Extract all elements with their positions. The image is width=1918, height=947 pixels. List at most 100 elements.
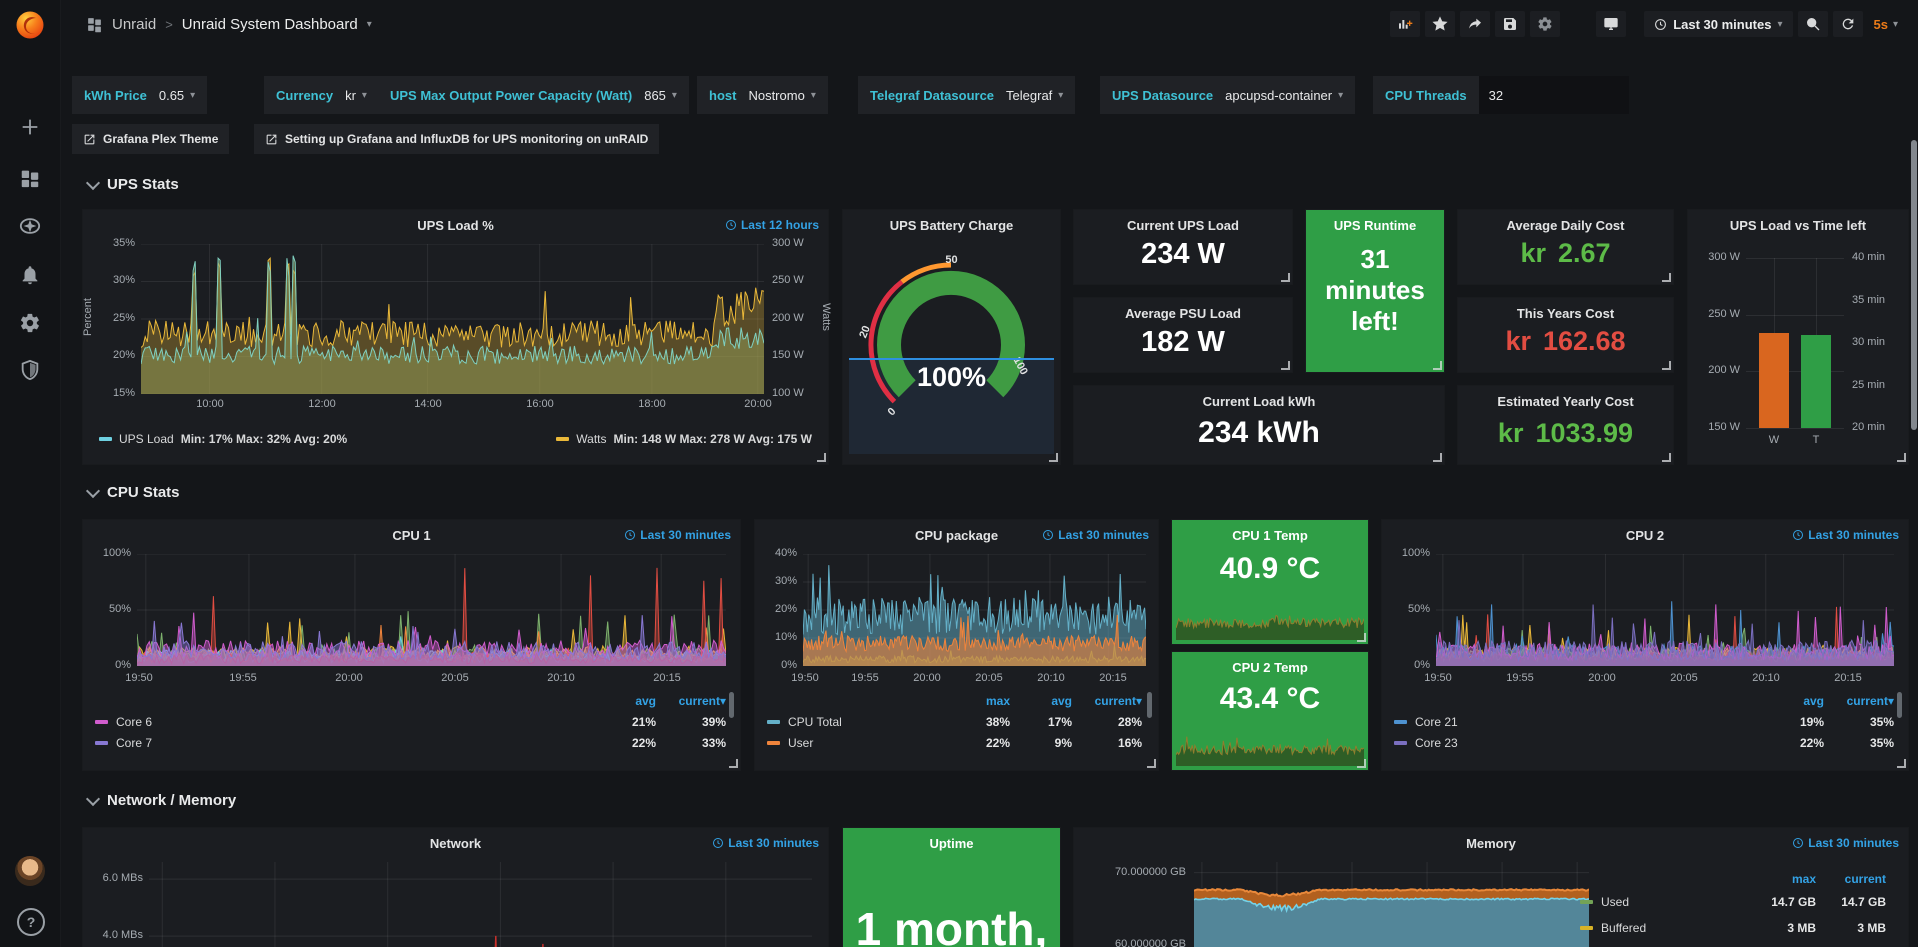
star-button[interactable] <box>1425 11 1456 37</box>
legend-ups-load[interactable]: UPS Load Min: 17% Max: 32% Avg: 20% <box>99 432 347 446</box>
legend-sort-avg[interactable]: avg <box>1051 693 1072 708</box>
panel-title[interactable]: Estimated Yearly Cost <box>1497 394 1634 409</box>
breadcrumb[interactable]: Unraid > Unraid System Dashboard ▾ <box>86 16 372 33</box>
legend-row[interactable]: Buffered 3 MB 3 MB <box>1580 915 1890 941</box>
breadcrumb-root[interactable]: Unraid <box>112 15 157 33</box>
section-network-memory[interactable]: Network / Memory <box>85 791 237 809</box>
variable-kwh-price[interactable]: kWh Price 0.65 ▾ <box>72 76 208 114</box>
legend-sort-current[interactable]: current▾ <box>678 693 726 708</box>
caret-down-icon[interactable]: ▾ <box>366 18 372 30</box>
panel-title[interactable]: Memory <box>1466 835 1516 851</box>
link-ups-monitoring-guide[interactable]: Setting up Grafana and InfluxDB for UPS … <box>254 124 660 154</box>
legend-watts[interactable]: Watts Min: 148 W Max: 278 W Avg: 175 W <box>556 432 812 446</box>
legend-scrollbar[interactable] <box>1897 692 1902 718</box>
sidebar-configuration-button[interactable] <box>17 310 43 336</box>
panel-time-range[interactable]: Last 30 minutes <box>712 836 819 850</box>
page-scrollbar[interactable] <box>1911 140 1917 430</box>
y-tick: 100% <box>1401 547 1430 559</box>
panel-time-range[interactable]: Last 30 minutes <box>1792 836 1899 850</box>
legend-swatch <box>556 437 570 441</box>
time-range-picker[interactable]: Last 30 minutes ▾ <box>1644 11 1793 37</box>
apps-icon <box>88 17 101 32</box>
add-panel-button[interactable] <box>1390 11 1421 37</box>
panel-title[interactable]: UPS Battery Charge <box>889 217 1014 233</box>
panel-title[interactable]: This Years Cost <box>1516 306 1615 321</box>
panel-title[interactable]: CPU 2 <box>1625 527 1665 543</box>
legend-row[interactable]: Used 14.7 GB 14.7 GB <box>1580 889 1890 915</box>
dashboard-title[interactable]: Unraid System Dashboard <box>181 15 358 33</box>
cycle-view-button[interactable] <box>1596 11 1627 37</box>
panel-title[interactable]: Average Daily Cost <box>1506 218 1625 233</box>
section-title: Network / Memory <box>107 792 237 809</box>
panel-title[interactable]: CPU package <box>914 527 999 543</box>
caret-down-icon: ▾ <box>1892 18 1898 30</box>
panel-time-range[interactable]: Last 30 minutes <box>1042 528 1149 542</box>
panel-title[interactable]: Network <box>429 835 482 851</box>
stat-value: kr 162.68 <box>1505 326 1626 356</box>
refresh-interval-picker[interactable]: 5s ▾ <box>1868 11 1905 37</box>
panel-current-ups-load: Current UPS Load 234 W <box>1074 210 1292 284</box>
panel-title[interactable]: Current UPS Load <box>1127 218 1239 233</box>
variable-telegraf-datasource[interactable]: Telegraf Datasource Telegraf ▾ <box>858 76 1076 114</box>
bar-watts[interactable] <box>1759 333 1789 428</box>
variable-ups-datasource[interactable]: UPS Datasource apcupsd-container ▾ <box>1100 76 1356 114</box>
cpu-package-legend: max avg current▾ CPU Total 38% 17% 28% U… <box>767 690 1152 753</box>
save-button[interactable] <box>1495 11 1526 37</box>
legend-sort-current[interactable]: current▾ <box>1094 693 1142 708</box>
stat-value: 1 month, 1 <box>855 903 1048 947</box>
grafana-logo[interactable] <box>13 8 47 42</box>
legend-row[interactable]: Core 23 22% 35% <box>1394 732 1898 753</box>
share-button[interactable] <box>1460 11 1491 37</box>
legend-row[interactable]: Core 7 22% 33% <box>95 732 730 753</box>
panel-title[interactable]: Uptime <box>929 836 974 851</box>
panel-title[interactable]: UPS Load % <box>417 217 494 233</box>
zoom-out-button[interactable] <box>1797 11 1828 37</box>
dashboard-settings-button[interactable] <box>1530 11 1561 37</box>
legend-scrollbar[interactable] <box>1147 692 1152 718</box>
variable-host[interactable]: host Nostromo ▾ <box>697 76 828 114</box>
legend-sort-current[interactable]: current <box>1844 871 1886 886</box>
sidebar-explore-button[interactable] <box>17 213 43 239</box>
sidebar-dashboards-button[interactable] <box>17 165 43 191</box>
panel-average-psu-load: Average PSU Load 182 W <box>1074 298 1292 372</box>
x-tick: 20:00 <box>1588 672 1616 684</box>
variable-value: Telegraf <box>1006 87 1053 103</box>
user-avatar[interactable] <box>15 856 45 886</box>
panel-title[interactable]: CPU 2 Temp <box>1232 660 1308 675</box>
panel-title[interactable]: CPU 1 <box>392 527 431 543</box>
section-cpu-stats[interactable]: CPU Stats <box>85 483 180 501</box>
cpu-threads-input[interactable] <box>1478 76 1629 114</box>
legend-sort-avg[interactable]: avg <box>635 693 656 708</box>
bar-time-left[interactable] <box>1801 335 1831 428</box>
sidebar-create-button[interactable] <box>17 114 43 140</box>
legend-sort-current[interactable]: current▾ <box>1846 693 1894 708</box>
panel-title[interactable]: Current Load kWh <box>1202 394 1316 409</box>
variable-currency[interactable]: Currency kr ▾ <box>264 76 379 114</box>
link-label: Setting up Grafana and InfluxDB for UPS … <box>285 132 649 146</box>
panel-time-range[interactable]: Last 30 minutes <box>624 528 731 542</box>
legend-sort-max[interactable]: max <box>1791 871 1816 886</box>
legend-row[interactable]: Core 21 19% 35% <box>1394 711 1898 732</box>
legend-sort-max[interactable]: max <box>985 693 1010 708</box>
panel-title[interactable]: CPU 1 Temp <box>1232 528 1308 543</box>
link-grafana-plex-theme[interactable]: Grafana Plex Theme <box>72 124 230 154</box>
x-tick: 18:00 <box>638 398 666 410</box>
legend-row[interactable]: User 22% 9% 16% <box>767 732 1146 753</box>
panel-title[interactable]: UPS Runtime <box>1333 218 1417 233</box>
legend-sort-avg[interactable]: avg <box>1803 693 1824 708</box>
legend-row[interactable]: Core 6 21% 39% <box>95 711 730 732</box>
legend-row[interactable]: CPU Total 38% 17% 28% <box>767 711 1146 732</box>
legend-swatch <box>99 437 112 441</box>
variable-ups-max-power[interactable]: UPS Max Output Power Capacity (Watt) 865… <box>378 76 689 114</box>
panel-time-range[interactable]: Last 12 hours <box>725 218 819 232</box>
panel-title[interactable]: UPS Load vs Time left <box>1729 217 1867 233</box>
sidebar-admin-button[interactable] <box>17 357 43 383</box>
y-tick: 40 min <box>1852 251 1886 263</box>
legend-scrollbar[interactable] <box>729 692 734 718</box>
sidebar-alerting-button[interactable] <box>17 262 43 288</box>
refresh-button[interactable] <box>1832 11 1863 37</box>
panel-time-range[interactable]: Last 30 minutes <box>1792 528 1899 542</box>
section-ups-stats[interactable]: UPS Stats <box>85 175 179 193</box>
help-button[interactable]: ? <box>17 908 45 936</box>
panel-title[interactable]: Average PSU Load <box>1125 306 1241 321</box>
